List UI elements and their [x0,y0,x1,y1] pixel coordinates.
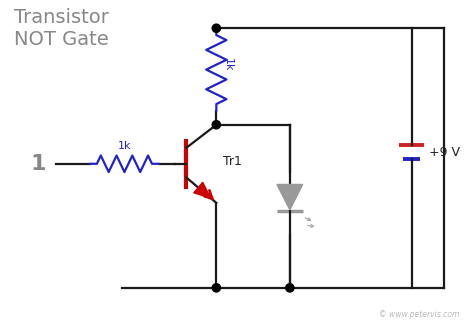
Polygon shape [194,182,210,198]
Circle shape [212,120,220,129]
Text: © www.petervis.com: © www.petervis.com [380,310,460,318]
Text: Transistor
NOT Gate: Transistor NOT Gate [14,7,109,48]
Text: 1k: 1k [118,141,131,151]
Circle shape [212,284,220,292]
Text: +9 V: +9 V [429,146,460,159]
Circle shape [286,284,294,292]
Circle shape [212,24,220,32]
Text: 1k: 1k [223,58,233,72]
Text: 1: 1 [31,154,46,174]
Polygon shape [277,184,303,210]
Text: Tr1: Tr1 [223,155,242,168]
